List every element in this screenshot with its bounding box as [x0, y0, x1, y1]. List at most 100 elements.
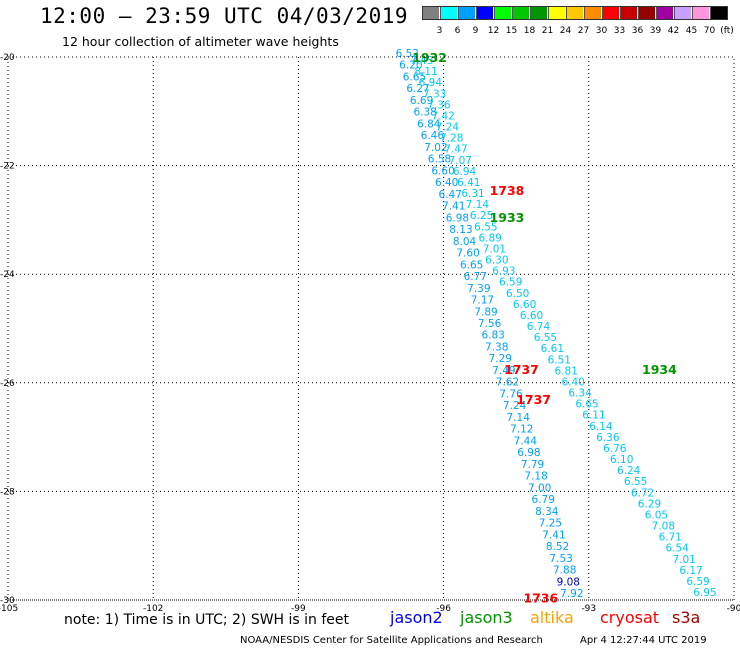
wave-height-value: 6.40 — [561, 376, 584, 388]
wave-height-value: 6.58 — [428, 154, 451, 166]
legend-swatch — [584, 6, 601, 20]
wave-height-value: 6.72 — [631, 487, 654, 499]
wave-height-value: 7.33 — [423, 88, 446, 100]
legend-unit-label: (ft) — [720, 26, 734, 36]
wave-height-value: 7.53 — [549, 553, 572, 565]
legend-swatch — [710, 6, 727, 20]
wave-height-value: 6.59 — [499, 277, 522, 289]
wave-height-value: 6.27 — [406, 83, 429, 95]
legend-label: 6 — [454, 26, 461, 36]
wave-height-value: 7.36 — [427, 99, 451, 111]
latitude-label: -26 — [0, 379, 15, 389]
wave-height-value: 6.54 — [666, 543, 690, 555]
pass-number-label: 1738 — [490, 183, 525, 198]
pass-number-label: 1934 — [642, 362, 677, 377]
wave-height-value: 6.65 — [460, 259, 483, 271]
wave-height-value: 7.14 — [507, 412, 531, 424]
wave-height-value: 6.05 — [645, 509, 668, 521]
wave-height-value: 6.40 — [435, 177, 458, 189]
legend-swatch — [512, 6, 529, 20]
wave-height-value: 7.56 — [478, 318, 502, 330]
latitude-label: -20 — [0, 53, 15, 63]
legend-label: 36 — [631, 26, 644, 36]
mission-label-altika: altika — [530, 608, 574, 627]
wave-height-value: 6.46 — [421, 130, 445, 142]
wave-height-value: 6.17 — [679, 565, 702, 577]
legend-swatch — [566, 6, 583, 20]
wave-height-value: 7.62 — [496, 377, 519, 389]
wave-height-value: 7.39 — [467, 283, 490, 295]
wave-height-value: 6.71 — [659, 532, 682, 544]
generated-timestamp: Apr 4 12:27:44 UTC 2019 — [580, 635, 707, 646]
wave-height-value: 7.14 — [466, 199, 490, 211]
wave-height-value: 7.89 — [474, 306, 497, 318]
wave-height-value: 7.00 — [528, 482, 551, 494]
wave-height-value: 6.10 — [610, 454, 633, 466]
wave-height-value: 7.92 — [560, 588, 583, 600]
wave-height-value: 8.11 — [414, 66, 437, 78]
wave-height-value: 7.28 — [440, 133, 463, 145]
legend-label: 9 — [472, 26, 479, 36]
legend-swatch — [674, 6, 691, 20]
pass-number-label: 1933 — [490, 210, 525, 225]
wave-height-value: 6.34 — [568, 388, 592, 400]
footer-note: note: 1) Time is in UTC; 2) SWH is in fe… — [64, 612, 350, 628]
wave-height-value: 6.69 — [410, 95, 433, 107]
legend-swatch — [602, 6, 619, 20]
wave-height-value: 7.76 — [499, 388, 523, 400]
wave-height-value: 6.94 — [419, 77, 443, 89]
wave-height-value: 6.55 — [624, 476, 647, 488]
legend-label: 21 — [541, 26, 554, 36]
page-subtitle: 12 hour collection of altimeter wave hei… — [62, 34, 339, 49]
legend-swatch — [440, 6, 457, 20]
wave-height-value: 6.31 — [461, 188, 484, 200]
legend-frame — [422, 6, 728, 20]
legend-label: 3 — [436, 26, 443, 36]
wave-height-value: 7.25 — [539, 518, 562, 530]
latitude-label: -22 — [0, 162, 15, 172]
latitude-label: -24 — [0, 270, 15, 280]
wave-height-value: 6.36 — [596, 432, 620, 444]
legend-label: 39 — [649, 26, 662, 36]
wave-height-value: 8.04 — [453, 236, 477, 248]
wave-height-value: 6.14 — [589, 421, 613, 433]
wave-height-value: 7.07 — [449, 155, 472, 167]
wave-height-value: 6.50 — [506, 288, 529, 300]
wave-height-value: 6.11 — [582, 410, 605, 422]
wave-height-value: 6.55 — [474, 221, 497, 233]
wave-height-value: 6.89 — [478, 232, 501, 244]
legend-swatch — [692, 6, 709, 20]
wave-height-value: 6.65 — [575, 399, 598, 411]
wave-height-value: 7.08 — [652, 521, 675, 533]
wave-height-value: 6.74 — [527, 321, 551, 333]
wave-height-value: 6.77 — [464, 271, 487, 283]
legend-label: 45 — [685, 26, 698, 36]
wave-height-value: 7.17 — [471, 295, 494, 307]
longitude-label: -93 — [581, 604, 596, 614]
page-title: 12:00 — 23:59 UTC 04/03/2019 — [40, 4, 409, 28]
wave-height-value: 6.25 — [470, 210, 493, 222]
map-frame — [7, 56, 735, 601]
wave-height-value: 7.38 — [485, 341, 508, 353]
latitude-label: -30 — [0, 596, 15, 606]
wave-height-value: 6.52 — [396, 48, 419, 60]
legend-swatch — [494, 6, 511, 20]
wave-height-value: 6.65 — [403, 71, 426, 83]
legend-swatch — [620, 6, 637, 20]
mission-label-s3a: s3a — [672, 608, 701, 627]
wave-height-value: 6.98 — [446, 212, 469, 224]
mission-label-jason2: jason2 — [390, 608, 443, 627]
legend-swatch — [530, 6, 547, 20]
wave-height-value: 6.38 — [413, 107, 436, 119]
wave-height-value: 6.60 — [431, 165, 454, 177]
legend-label: 27 — [577, 26, 590, 36]
wave-height-value: 6.29 — [638, 498, 661, 510]
pass-number-label: 1736 — [523, 590, 558, 605]
wave-height-value: 7.42 — [431, 110, 454, 122]
pass-number-label: 1737 — [504, 362, 539, 377]
legend-label: 24 — [559, 26, 572, 36]
wave-height-value: 6.47 — [439, 189, 462, 201]
wave-height-value: 6.84 — [417, 118, 441, 130]
